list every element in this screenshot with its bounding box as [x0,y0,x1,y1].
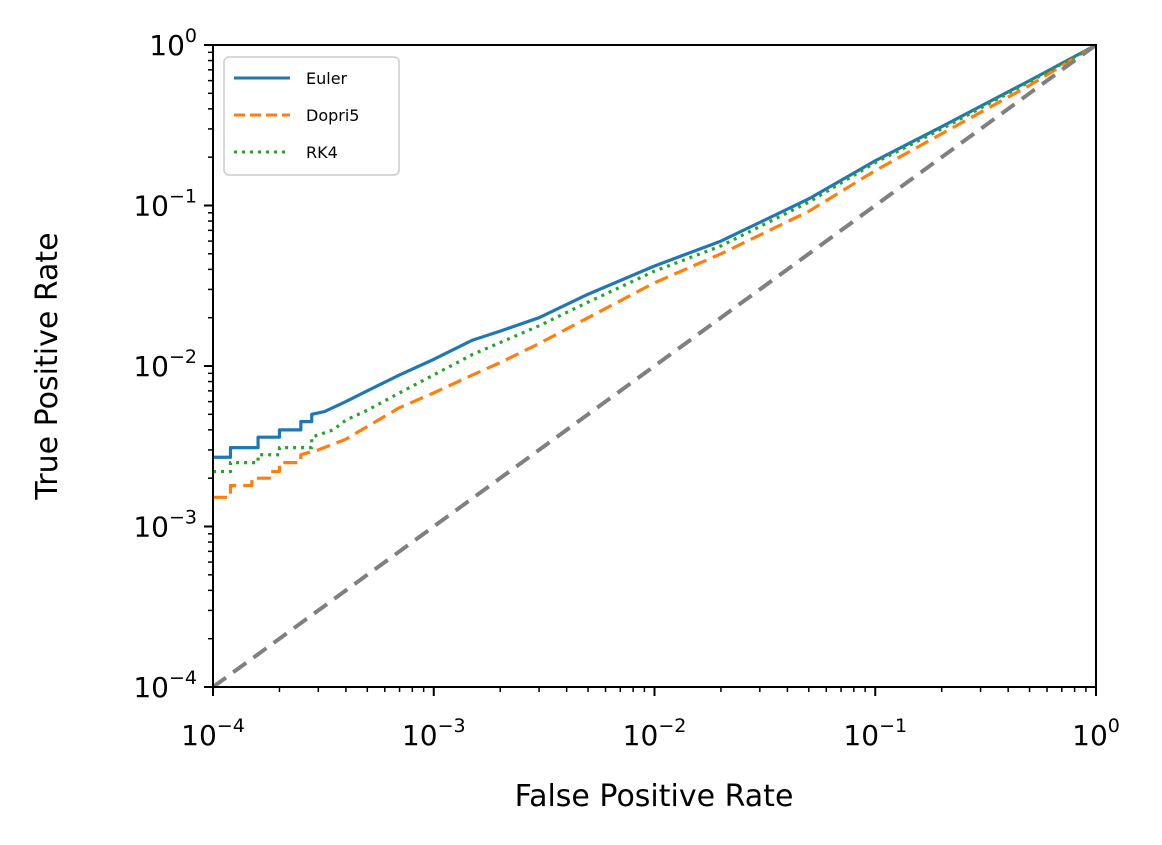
series-line-dopri5 [213,43,1097,499]
legend: Euler Dopri5 RK4 [223,56,400,176]
y-axis-label: True Positive Rate [30,232,65,500]
series-layer [211,43,1098,689]
x-tick-label: 10−3 [402,715,466,752]
x-axis-label: False Positive Rate [515,779,794,814]
series-line-random-diagonal [211,43,1098,689]
series-line-euler [213,43,1097,459]
legend-box [223,56,400,176]
legend-label-rk4: RK4 [306,143,338,162]
legend-label-euler: Euler [306,69,348,88]
y-tick-label: 10−1 [133,186,197,223]
legend-label-dopri5: Dopri5 [306,106,359,125]
ticks-layer [204,44,1097,696]
